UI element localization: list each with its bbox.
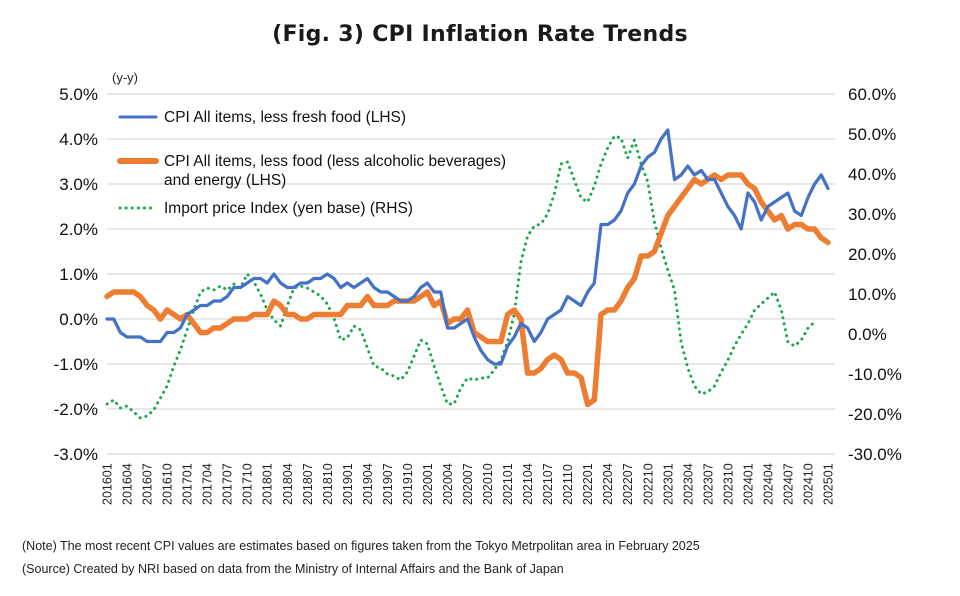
x-tick-label: 202110 — [561, 464, 575, 505]
y-left-tick-label: 0.0% — [59, 310, 98, 329]
x-tick-label: 201804 — [281, 463, 295, 505]
x-tick-label: 202007 — [461, 463, 475, 505]
y-right-tick-label: 10.0% — [848, 285, 896, 304]
chart-title: (Fig. 3) CPI Inflation Rate Trends — [272, 22, 688, 47]
legend-label: CPI All items, less food (less alcoholic… — [164, 153, 506, 170]
x-tick-label: 201607 — [141, 463, 155, 505]
legend-label: CPI All items, less fresh food (LHS) — [164, 109, 406, 126]
y-right-tick-label: -20.0% — [848, 405, 902, 424]
x-tick-label: 201704 — [201, 463, 215, 505]
y-left-tick-label: -3.0% — [54, 445, 98, 464]
x-tick-label: 202010 — [481, 463, 495, 505]
x-tick-label: 202210 — [641, 463, 655, 505]
x-tick-label: 201710 — [241, 463, 255, 505]
y-right-tick-label: -30.0% — [848, 445, 902, 464]
x-tick-label: 202407 — [781, 463, 795, 505]
y-left-tick-label: 5.0% — [59, 85, 98, 104]
x-tick-label: 201601 — [101, 463, 115, 505]
y-right-tick-label: 30.0% — [848, 205, 896, 224]
y-left-tick-label: 1.0% — [59, 265, 98, 284]
x-tick-label: 202204 — [601, 463, 615, 505]
legend: CPI All items, less fresh food (LHS) CPI … — [117, 109, 506, 217]
x-tick-label: 201610 — [161, 463, 175, 505]
x-tick-label: 202101 — [501, 463, 515, 505]
x-tick-label: 201910 — [401, 463, 415, 505]
x-tick-label: 201707 — [221, 463, 235, 505]
x-tick-label: 202304 — [681, 463, 695, 505]
x-tick-label: 202401 — [741, 463, 755, 505]
y-right-tick-label: 60.0% — [848, 85, 896, 104]
x-tick-label: 202410 — [801, 463, 815, 505]
x-tick-label: 201901 — [341, 463, 355, 505]
x-tick-label: 201904 — [361, 463, 375, 505]
x-tick-label: 201604 — [121, 463, 135, 505]
y-left-tick-label: 3.0% — [59, 175, 98, 194]
note-text: (Note) The most recent CPI values are es… — [22, 539, 700, 553]
x-tick-label: 202201 — [581, 463, 595, 505]
source-text: (Source) Created by NRI based on data fr… — [22, 562, 564, 576]
y-right-tick-label: 0.0% — [848, 325, 887, 344]
y-right-tick-label: 50.0% — [848, 125, 896, 144]
x-tick-label: 202107 — [541, 463, 555, 505]
y-left-tick-label: 2.0% — [59, 220, 98, 239]
unit-label: (y-y) — [112, 70, 138, 85]
series-line-0 — [105, 128, 830, 366]
y-left-tick-label: 4.0% — [59, 130, 98, 149]
y-axis-right: 60.0% 50.0% 40.0% 30.0% 20.0% 10.0% 0.0% -10.0%… — [848, 85, 902, 464]
x-tick-label: 201807 — [301, 463, 315, 505]
x-tick-label: 202310 — [721, 463, 735, 505]
gridlines — [107, 93, 835, 455]
y-right-tick-label: 20.0% — [848, 245, 896, 264]
x-tick-label: 201701 — [181, 463, 195, 505]
x-tick-label: 202307 — [701, 463, 715, 505]
x-tick-label: 201907 — [381, 463, 395, 505]
series-lines — [104, 128, 831, 420]
y-right-tick-label: -10.0% — [848, 365, 902, 384]
x-tick-label: 201801 — [261, 463, 275, 505]
y-left-tick-label: -1.0% — [54, 355, 98, 374]
x-tick-label: 202001 — [421, 463, 435, 505]
series-line-2 — [105, 134, 817, 420]
y-left-tick-label: -2.0% — [54, 400, 98, 419]
x-tick-label: 201810 — [321, 463, 335, 505]
y-right-tick-label: 40.0% — [848, 165, 896, 184]
x-tick-label: 202501 — [822, 463, 836, 505]
x-tick-label: 202301 — [661, 463, 675, 505]
y-axis-left: 5.0% 4.0% 3.0% 2.0% 1.0% 0.0% -1.0% -2.0% -3.0% — [54, 85, 98, 464]
x-axis: 201601 201604 201607 201610 201701 201704 2017… — [101, 463, 836, 505]
x-tick-label: 202104 — [521, 463, 535, 505]
x-tick-label: 202207 — [621, 463, 635, 505]
x-tick-label: 202404 — [761, 463, 775, 505]
x-tick-label: 202004 — [441, 463, 455, 505]
legend-label: Import price Index (yen base) (RHS) — [164, 200, 413, 217]
legend-label: and energy (LHS) — [164, 172, 286, 189]
